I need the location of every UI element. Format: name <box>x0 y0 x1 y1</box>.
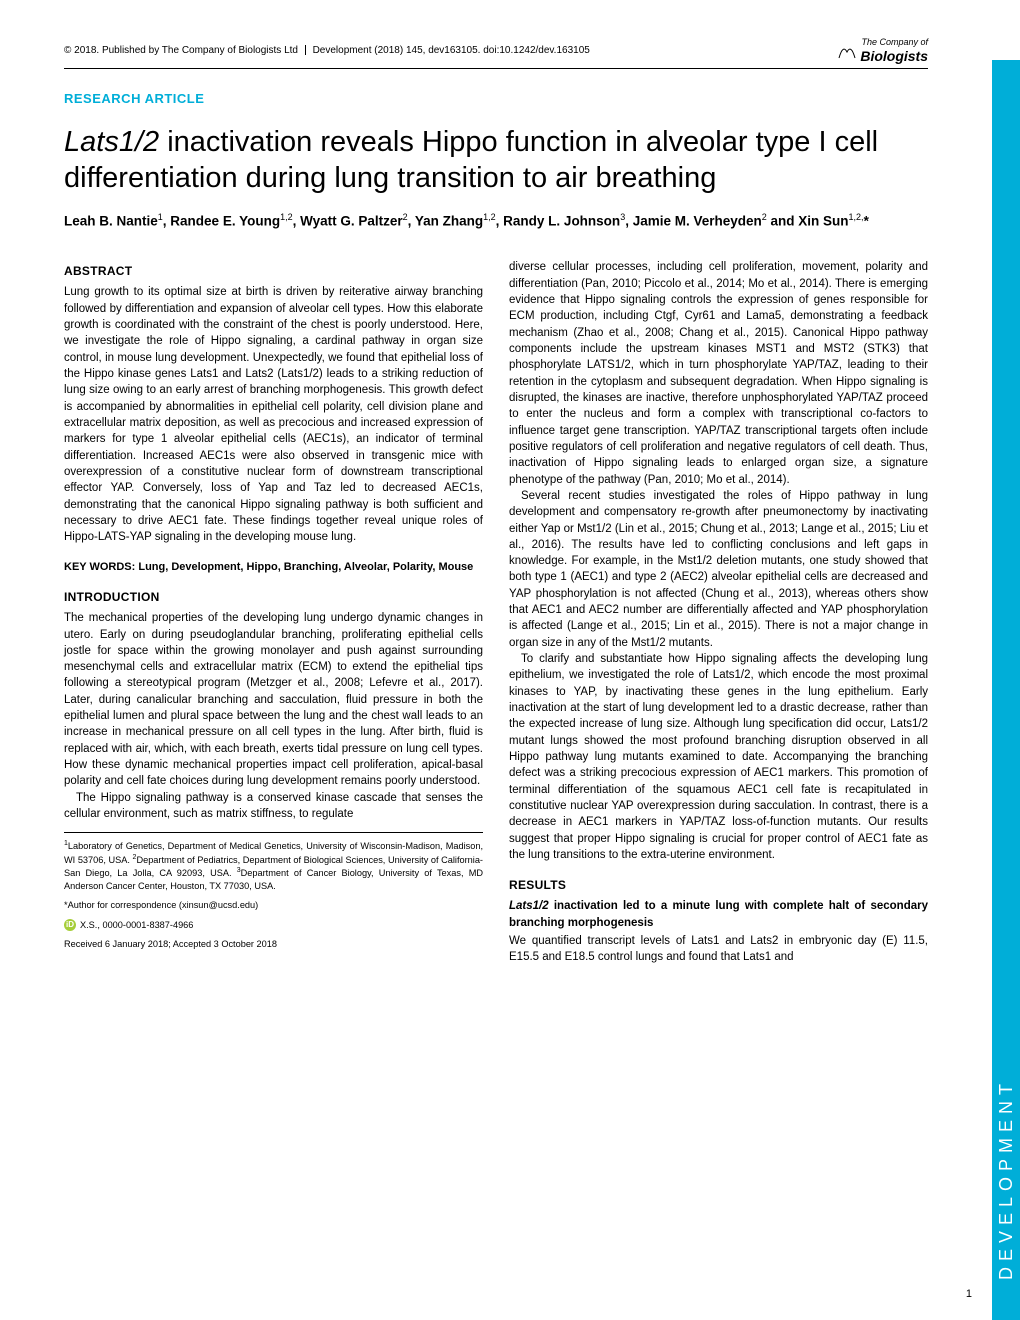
title-gene-name: Lats1/2 <box>64 126 159 158</box>
results-paragraph-1: We quantified transcript levels of Lats1… <box>509 933 928 966</box>
copyright-right: Development (2018) 145, dev163105. doi:1… <box>313 45 590 56</box>
page-content: © 2018. Published by The Company of Biol… <box>0 0 992 1002</box>
correspondence-line: *Author for correspondence (xinsun@ucsd.… <box>64 899 483 911</box>
body-columns: ABSTRACT Lung growth to its optimal size… <box>64 259 928 965</box>
logo-top-text: The Company of <box>861 37 928 47</box>
logo-bottom-text: Biologists <box>860 48 928 64</box>
results-sub-rest: inactivation led to a minute lung with c… <box>509 900 928 928</box>
abstract-text: Lung growth to its optimal size at birth… <box>64 284 483 545</box>
col2-paragraph-3: To clarify and substantiate how Hippo si… <box>509 651 928 863</box>
col2-body: diverse cellular processes, including ce… <box>509 259 928 863</box>
publisher-logo: The Company of Biologists <box>837 36 928 64</box>
orcid-id: X.S., 0000-0001-8387-4966 <box>80 919 193 931</box>
logo-mark-icon <box>837 40 857 60</box>
orcid-line: iD X.S., 0000-0001-8387-4966 <box>64 919 483 931</box>
results-heading: RESULTS <box>509 877 928 894</box>
keywords-line: KEY WORDS: Lung, Development, Hippo, Bra… <box>64 560 483 576</box>
affiliation-list: 1Laboratory of Genetics, Department of M… <box>64 839 483 892</box>
orcid-icon: iD <box>64 919 76 931</box>
article-type-label: RESEARCH ARTICLE <box>64 91 928 106</box>
journal-sidebar-tab: DEVELOPMENT <box>992 60 1020 1320</box>
affiliations-block: 1Laboratory of Genetics, Department of M… <box>64 832 483 950</box>
results-sub-gene: Lats1/2 <box>509 900 549 912</box>
journal-name-vertical: DEVELOPMENT <box>996 1078 1017 1280</box>
introduction-body: The mechanical properties of the develop… <box>64 610 483 822</box>
col2-paragraph-1: diverse cellular processes, including ce… <box>509 259 928 488</box>
header-bar: © 2018. Published by The Company of Biol… <box>64 36 928 69</box>
separator-icon <box>305 45 306 55</box>
spacer <box>509 863 928 873</box>
results-body: We quantified transcript levels of Lats1… <box>509 933 928 966</box>
copyright-left: © 2018. Published by The Company of Biol… <box>64 45 298 56</box>
introduction-heading: INTRODUCTION <box>64 589 483 606</box>
dates-line: Received 6 January 2018; Accepted 3 Octo… <box>64 938 483 950</box>
page-number: 1 <box>966 1288 972 1300</box>
copyright-line: © 2018. Published by The Company of Biol… <box>64 45 590 56</box>
abstract-heading: ABSTRACT <box>64 263 483 280</box>
col2-paragraph-2: Several recent studies investigated the … <box>509 488 928 651</box>
title-rest: inactivation reveals Hippo function in a… <box>64 126 878 194</box>
author-list: Leah B. Nantie1, Randee E. Young1,2, Wya… <box>64 211 928 232</box>
intro-paragraph-2: The Hippo signaling pathway is a conserv… <box>64 790 483 823</box>
article-title: Lats1/2 inactivation reveals Hippo funct… <box>64 124 928 197</box>
results-subheading: Lats1/2 inactivation led to a minute lun… <box>509 898 928 931</box>
intro-paragraph-1: The mechanical properties of the develop… <box>64 610 483 790</box>
